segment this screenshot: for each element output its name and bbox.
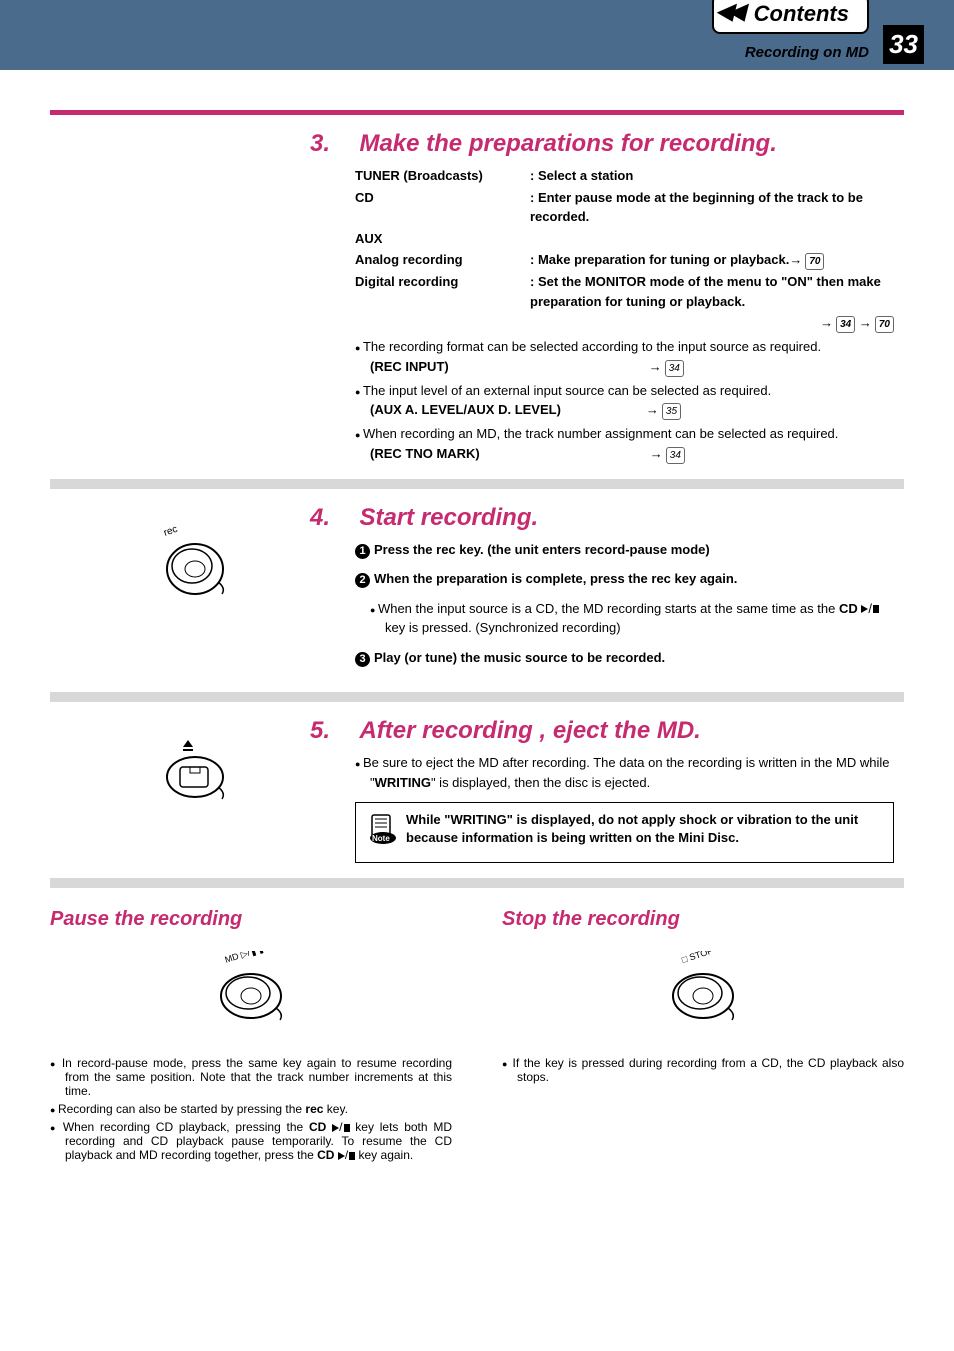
section-title: Stop the recording	[502, 908, 904, 931]
note-text: While "WRITING" is displayed, do not app…	[406, 811, 883, 847]
ref-name: (AUX A. LEVEL/AUX D. LEVEL)	[370, 402, 561, 417]
step-4: rec 4. Start recording. 1 Press the rec k…	[50, 504, 904, 678]
contents-label: Contents	[754, 1, 849, 26]
section-title: Pause the recording	[50, 908, 452, 931]
pause-section: Pause the recording MD ▷/❚❚ In record-pa…	[50, 908, 452, 1166]
page-ref[interactable]: 70	[805, 253, 824, 270]
page-ref[interactable]: 34	[666, 447, 685, 464]
bullet: When recording an MD, the track number a…	[355, 424, 894, 444]
ref-name: (REC TNO MARK)	[370, 446, 480, 461]
svg-text:□ STOP: □ STOP	[681, 951, 715, 965]
bullet: If the key is pressed during recording f…	[502, 1056, 904, 1084]
page-number: 33	[883, 25, 924, 64]
bullet: When recording CD playback, pressing the…	[50, 1120, 452, 1162]
value: : Set the MONITOR mode of the menu to "O…	[530, 274, 881, 309]
eject-button-icon	[150, 737, 310, 822]
value: : Select a station	[530, 166, 894, 186]
contents-link[interactable]: ▶▶ Contents	[712, 0, 869, 34]
svg-text:MD ▷/❚❚: MD ▷/❚❚	[224, 951, 266, 966]
step-number: 4.	[310, 504, 340, 532]
step-number: 5.	[310, 717, 340, 745]
ref-name: (REC INPUT)	[370, 359, 449, 374]
page-ref[interactable]: 34	[665, 360, 684, 377]
label: Digital recording	[355, 272, 530, 311]
play-icon	[338, 1152, 345, 1160]
substep: Play (or tune) the music source to be re…	[374, 650, 665, 665]
step-title: Make the preparations for recording.	[359, 130, 776, 157]
section-divider	[50, 878, 904, 888]
header-subtitle: Recording on MD	[745, 44, 869, 61]
bullet: The input level of an external input sou…	[355, 381, 894, 401]
step-number: 3.	[310, 130, 340, 158]
pause-button-icon: MD ▷/❚❚	[50, 951, 452, 1036]
substep-icon: 3	[355, 652, 370, 667]
rec-button-icon: rec	[150, 524, 310, 609]
section-divider	[50, 479, 904, 489]
label: Analog recording	[355, 250, 530, 270]
stop-button-icon: □ STOP	[502, 951, 904, 1036]
label: CD	[355, 188, 530, 227]
value: : Enter pause mode at the beginning of t…	[530, 188, 894, 227]
page-ref[interactable]: 35	[662, 403, 681, 420]
bullet: When the input source is a CD, the MD re…	[355, 599, 894, 638]
svg-text:Note: Note	[372, 834, 390, 843]
substep: When the preparation is complete, press …	[374, 571, 737, 586]
step-3: 3. Make the preparations for recording. …	[50, 130, 904, 464]
bullet: Be sure to eject the MD after recording.…	[355, 753, 894, 792]
pause-icon	[873, 605, 879, 613]
value: : Make preparation for tuning or playbac…	[530, 252, 789, 267]
substep: Press the rec key. (the unit enters reco…	[374, 542, 710, 557]
label: TUNER (Broadcasts)	[355, 166, 530, 186]
substep-icon: 1	[355, 544, 370, 559]
note-icon: Note	[366, 811, 406, 854]
accent-rule	[50, 110, 904, 115]
step-title: After recording , eject the MD.	[359, 717, 700, 744]
step-5: 5. After recording , eject the MD. Be su…	[50, 717, 904, 863]
bullet: In record-pause mode, press the same key…	[50, 1056, 452, 1098]
play-icon	[861, 605, 868, 613]
step-title: Start recording.	[359, 504, 538, 531]
substep-icon: 2	[355, 573, 370, 588]
page-content: Basic section 3. Make the preparations f…	[0, 110, 954, 1166]
svg-text:rec: rec	[162, 524, 179, 539]
rewind-icon: ▶▶	[724, 1, 748, 27]
page-ref[interactable]: 34	[836, 316, 855, 333]
bullet: The recording format can be selected acc…	[355, 337, 894, 357]
note-box: Note While "WRITING" is displayed, do no…	[355, 802, 894, 863]
page-ref[interactable]: 70	[875, 316, 894, 333]
stop-section: Stop the recording □ STOP If the key is …	[502, 908, 904, 1166]
bullet: Recording can also be started by pressin…	[50, 1102, 452, 1116]
play-icon	[332, 1124, 339, 1132]
header-band: ▶▶ Contents 33 Recording on MD	[0, 0, 954, 70]
section-divider	[50, 692, 904, 702]
label: AUX	[355, 229, 530, 249]
